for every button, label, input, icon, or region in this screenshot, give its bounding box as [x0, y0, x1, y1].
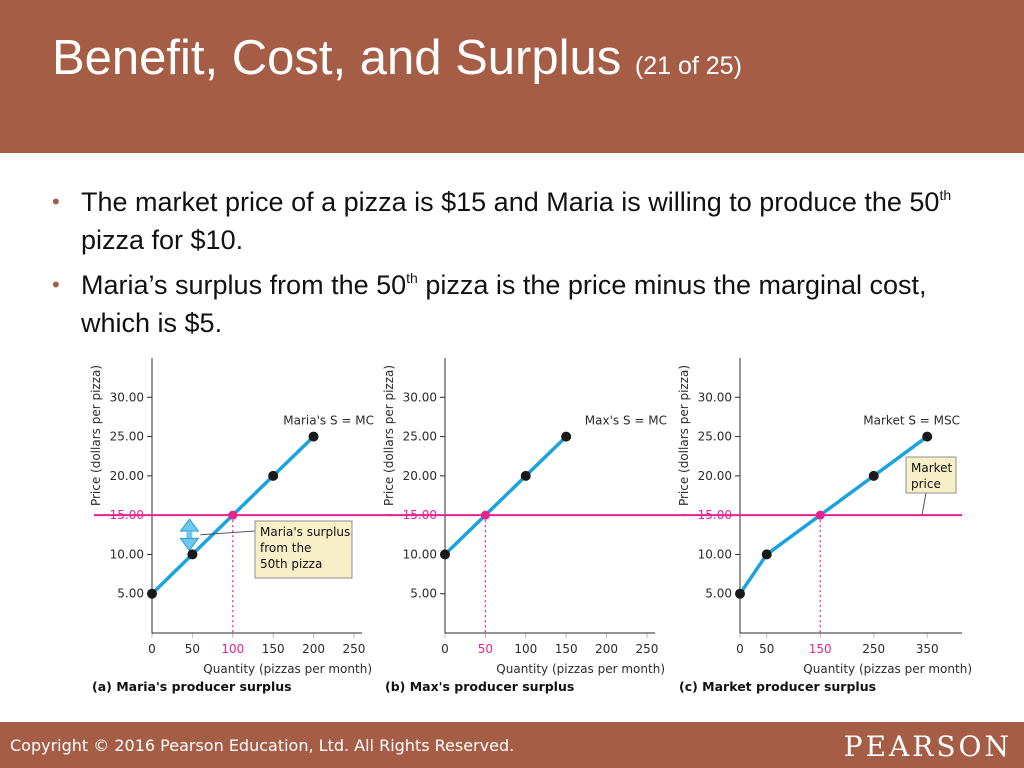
data-point: [268, 470, 279, 481]
x-axis-label: Quantity (pizzas per month): [496, 662, 665, 676]
callout-box: [905, 456, 957, 494]
y-tick-label: 10.00: [698, 547, 732, 561]
y-tick-label: 30.00: [403, 390, 437, 404]
x-tick-label: 50: [759, 642, 774, 656]
y-tick-label: 20.00: [403, 469, 437, 483]
supply-curve-label: Market S = MSC: [863, 414, 960, 428]
ordinal-suffix: th: [939, 187, 952, 203]
x-tick-label: 0: [441, 642, 449, 656]
y-tick-label: 25.00: [698, 430, 732, 444]
data-point: [922, 431, 933, 442]
publisher-logo: PEARSON: [843, 730, 1012, 763]
callout-text: price: [911, 477, 941, 491]
x-tick-label: 200: [595, 642, 618, 656]
equilibrium-point: [480, 510, 490, 520]
surplus-arrow-down: [179, 537, 200, 552]
bullet-text-part: pizza is the price minus the marginal co…: [81, 270, 927, 338]
data-point: [187, 549, 198, 560]
x-tick-label: 250: [862, 642, 885, 656]
bullet-marker: •: [52, 189, 60, 214]
y-axis-label: Price (dollars per pizza): [89, 365, 103, 506]
y-tick-label: 25.00: [403, 430, 437, 444]
bullet-item: • The market price of a pizza is $15 and …: [52, 183, 952, 259]
slide-title: Benefit, Cost, and Surplus (21 of 25): [52, 30, 742, 86]
title-bar: Benefit, Cost, and Surplus (21 of 25): [0, 0, 1024, 153]
callout-text: Maria's surplus: [260, 525, 350, 539]
data-point: [308, 431, 319, 442]
x-tick-label: 250: [342, 642, 365, 656]
supply-curve: [443, 435, 568, 556]
y-axis-label: Price (dollars per pizza): [382, 365, 396, 506]
y-tick-label: 10.00: [110, 547, 144, 561]
callout-text: Market: [911, 461, 953, 475]
y-axis-label: Price (dollars per pizza): [677, 365, 691, 506]
y-tick-label: 30.00: [698, 390, 732, 404]
y-tick-label: 30.00: [110, 390, 144, 404]
y-tick-label: 10.00: [403, 547, 437, 561]
chart-caption: (c) Market producer surplus: [679, 679, 876, 694]
x-tick-label: 100: [514, 642, 537, 656]
x-tick-label: 50: [185, 642, 200, 656]
y-tick-label: 20.00: [698, 469, 732, 483]
y-tick-label: 20.00: [110, 469, 144, 483]
y-tick-label: 25.00: [110, 430, 144, 444]
bullet-text-part: pizza for $10.: [81, 225, 244, 255]
bullet-text-part: Maria’s surplus from the 50: [81, 270, 407, 300]
equilibrium-point: [228, 510, 238, 520]
callout-text: from the: [260, 541, 311, 555]
data-point: [735, 588, 745, 599]
data-point: [440, 549, 450, 560]
y-tick-label: 5.00: [705, 587, 732, 601]
bullet-text-part: The market price of a pizza is $15 and M…: [81, 187, 940, 217]
callout-leader: [200, 530, 256, 536]
x-tick-label: 50: [478, 642, 493, 656]
y-tick-label: 5.00: [117, 587, 144, 601]
supply-curve-label: Max's S = MC: [585, 414, 667, 428]
bullet-list: • The market price of a pizza is $15 and …: [52, 183, 952, 349]
x-tick-label: 200: [302, 642, 325, 656]
supply-curve-label: Maria's S = MC: [283, 414, 374, 428]
surplus-arrow-up: [179, 518, 200, 532]
x-axis-label: Quantity (pizzas per month): [203, 662, 372, 676]
y-tick-label: 5.00: [410, 587, 437, 601]
data-point: [520, 470, 531, 481]
title-counter: (21 of 25): [634, 52, 742, 80]
data-point: [868, 470, 879, 481]
callout-box: [254, 520, 353, 579]
x-tick-label: 150: [262, 642, 285, 656]
callout-leader: [921, 492, 927, 516]
copyright-text: Copyright © 2016 Pearson Education, Ltd.…: [10, 736, 515, 755]
ordinal-suffix: th: [406, 270, 418, 286]
x-tick-label: 150: [809, 642, 832, 656]
surplus-arrow-shaft: [186, 531, 193, 539]
chart-caption: (b) Max's producer surplus: [385, 679, 574, 694]
x-tick-label: 0: [148, 642, 156, 656]
x-tick-label: 350: [916, 642, 939, 656]
x-tick-label: 150: [555, 642, 578, 656]
data-point: [761, 549, 772, 560]
title-text: Benefit, Cost, and Surplus: [52, 31, 622, 85]
x-axis-label: Quantity (pizzas per month): [803, 662, 972, 676]
data-point: [561, 431, 572, 442]
bullet-marker: •: [52, 272, 60, 297]
x-tick-label: 250: [635, 642, 658, 656]
x-tick-label: 100: [221, 642, 244, 656]
equilibrium-point: [815, 510, 825, 520]
bullet-item: • Maria’s surplus from the 50th pizza is …: [52, 266, 952, 342]
footer-bar: Copyright © 2016 Pearson Education, Ltd.…: [0, 722, 1024, 768]
chart-caption: (a) Maria's producer surplus: [92, 679, 292, 694]
x-tick-label: 0: [736, 642, 744, 656]
data-point: [147, 588, 157, 599]
callout-text: 50th pizza: [260, 557, 322, 571]
